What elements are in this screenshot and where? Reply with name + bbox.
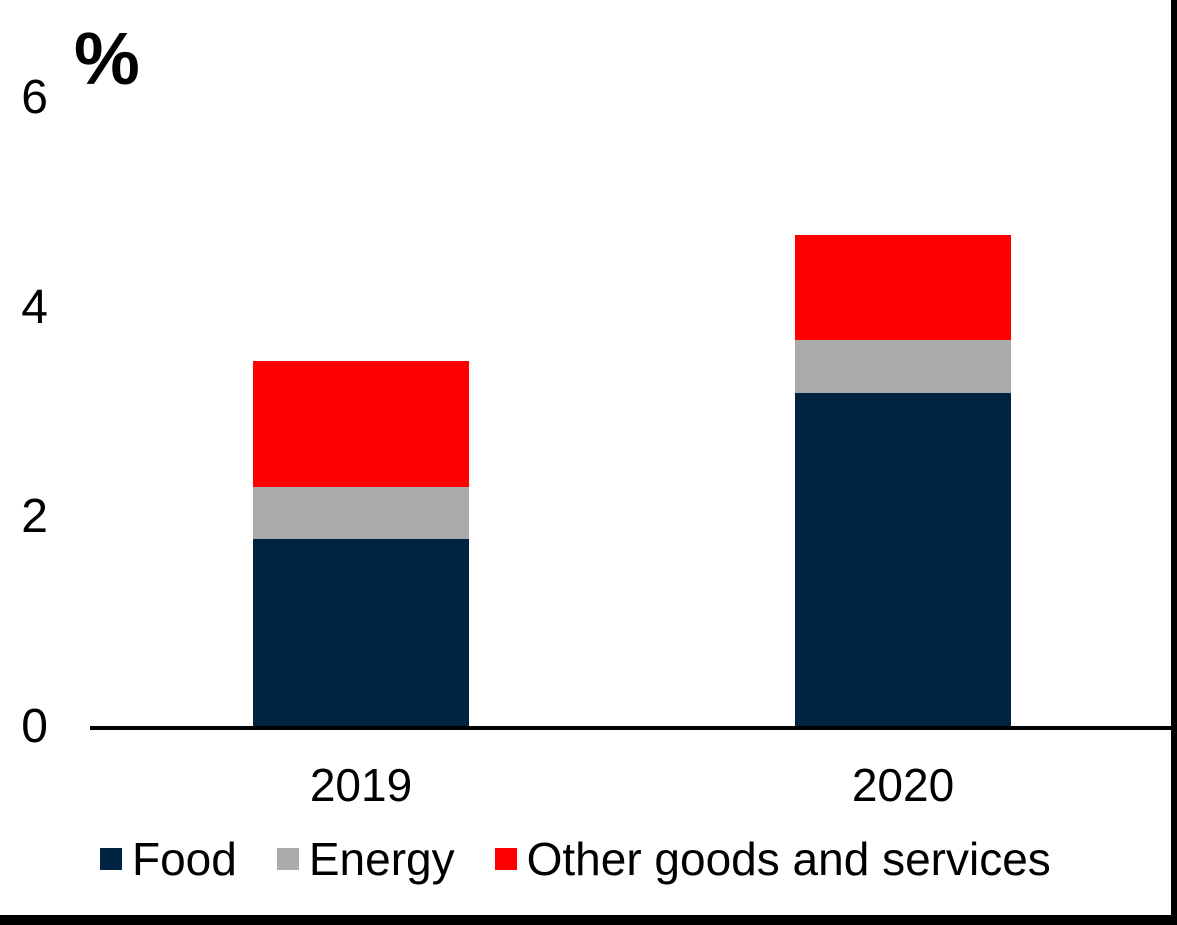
legend-item-energy: Energy	[276, 833, 455, 885]
legend-label-food: Food	[132, 833, 237, 885]
legend-swatch-icon-energy	[276, 848, 299, 870]
y-tick-label-6: 6	[21, 71, 48, 125]
bar-segment-2020-other-goods-and-services	[795, 235, 1011, 341]
bar-segment-2019-other-goods-and-services	[253, 361, 469, 488]
x-axis-label-2020: 2020	[851, 759, 955, 811]
y-axis-unit-label: %	[74, 22, 140, 88]
x-axis-line	[90, 726, 1172, 730]
bar-segment-2020-energy	[795, 340, 1011, 393]
figure-frame-bottom	[0, 915, 1177, 925]
x-axis-label-2019: 2019	[309, 759, 413, 811]
bar-segment-2019-energy	[253, 487, 469, 540]
legend-swatch-icon-food	[100, 848, 122, 870]
legend-swatch-icon-other-goods-and-services	[494, 848, 517, 870]
legend-item-other-goods-and-services: Other goods and services	[494, 833, 1051, 885]
bar-2019	[253, 361, 469, 728]
chart-legend: Food Energy Other goods and services	[100, 836, 1051, 882]
y-tick-label-2: 2	[21, 490, 48, 544]
legend-label-other-goods-and-services: Other goods and services	[526, 833, 1051, 885]
y-tick-label-4: 4	[21, 280, 48, 334]
figure-frame-right	[1171, 0, 1177, 925]
bar-2020	[795, 235, 1011, 728]
y-tick-label-0: 0	[21, 700, 48, 754]
bar-segment-2020-food	[795, 392, 1011, 728]
legend-item-food: Food	[100, 836, 237, 882]
bar-segment-2019-food	[253, 539, 469, 728]
legend-label-energy: Energy	[308, 833, 455, 885]
